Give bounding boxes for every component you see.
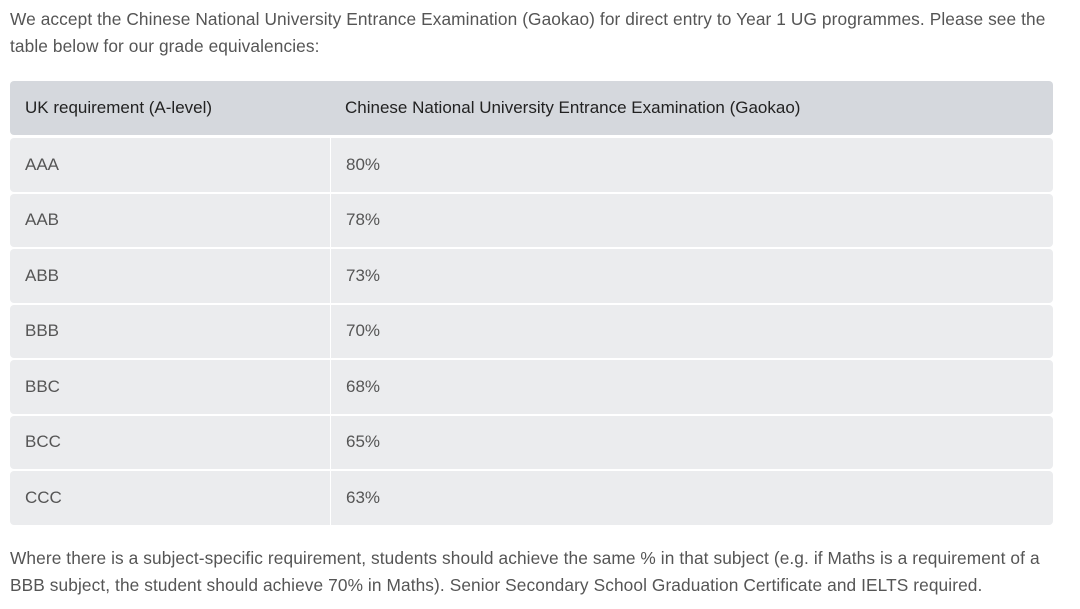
table-cell: 73% <box>346 265 381 285</box>
table-row: AAA 80% <box>10 138 1053 192</box>
table-cell: CCC <box>10 471 331 525</box>
header-cell: Chinese National University Entrance Exa… <box>345 98 801 117</box>
grade-table: UK requirement (A-level) Chinese Nationa… <box>10 81 1053 527</box>
table-cell: BBB <box>10 304 331 358</box>
header-cell: UK requirement (A-level) <box>25 98 213 117</box>
table-cell: 78% <box>346 210 381 230</box>
table-cell: 80% <box>346 154 381 174</box>
table-cell: 70% <box>346 321 381 341</box>
table-cell: 65% <box>346 432 381 452</box>
intro-text: We accept the Chinese National Universit… <box>10 9 1046 56</box>
table-cell: ABB <box>10 249 331 303</box>
table-cell: AAB <box>10 193 331 247</box>
table-header: UK requirement (A-level) Chinese Nationa… <box>10 81 1053 135</box>
table-cell: AAA <box>10 138 331 192</box>
table-row: BBB 70% <box>10 304 1053 358</box>
table-cell: BCC <box>10 415 331 469</box>
table-cell: 68% <box>346 376 381 396</box>
table-row: AAB 78% <box>10 193 1053 247</box>
table-row: ABB 73% <box>10 249 1053 303</box>
table-row: BBC 68% <box>10 360 1053 414</box>
table-row: BCC 65% <box>10 415 1053 469</box>
table-row: CCC 63% <box>10 471 1053 525</box>
footer-text: Where there is a subject-specific requir… <box>10 548 1040 595</box>
table-cell: 63% <box>346 487 381 507</box>
table-cell: BBC <box>10 360 331 414</box>
